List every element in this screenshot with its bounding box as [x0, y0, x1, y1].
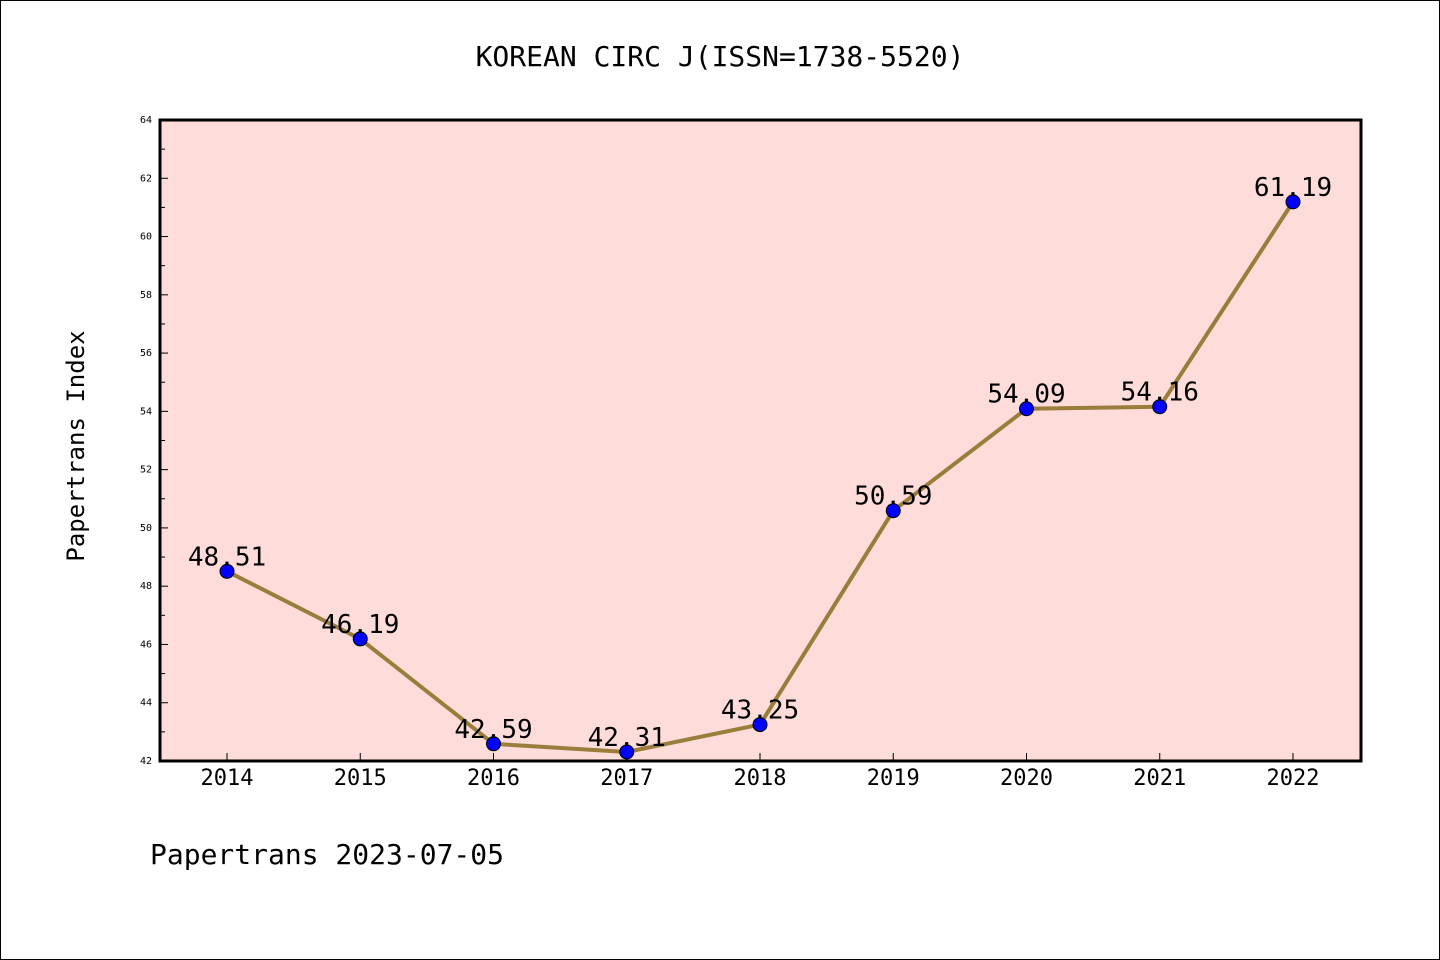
- data-label: 48.51: [188, 542, 266, 572]
- data-label: 61.19: [1254, 173, 1332, 203]
- y-tick-label: 46: [140, 639, 152, 650]
- chart-title: KOREAN CIRC J(ISSN=1738-5520): [476, 40, 965, 73]
- data-label: 43.25: [721, 696, 799, 726]
- y-tick-label: 52: [140, 465, 152, 476]
- y-tick-label: 50: [140, 523, 152, 534]
- y-tick-label: 42: [140, 756, 152, 767]
- y-axis-label: Papertrans Index: [62, 330, 90, 561]
- x-tick-label: 2019: [867, 766, 920, 791]
- x-axis-ticks: 2014 2015 2016 2017 2018 2019 2020 2021 2022: [201, 753, 1320, 791]
- data-point: [752, 717, 768, 733]
- x-tick-label: 2016: [467, 766, 520, 791]
- data-label: 50.59: [854, 482, 932, 512]
- x-tick-label: 2014: [201, 766, 254, 791]
- data-label: 46.19: [321, 610, 399, 640]
- x-tick-label: 2021: [1133, 766, 1186, 791]
- data-label: 42.59: [454, 715, 532, 745]
- data-point: [219, 563, 235, 579]
- y-tick-label: 56: [140, 348, 152, 359]
- plot-area: [158, 118, 1363, 763]
- data-point: [1019, 401, 1034, 417]
- x-tick-label: 2020: [1000, 766, 1053, 791]
- data-label: 54.09: [987, 380, 1065, 410]
- y-tick-label: 48: [140, 581, 152, 592]
- y-tick-label: 62: [140, 173, 152, 184]
- y-tick-label: 60: [140, 232, 152, 243]
- data-label: 54.16: [1121, 378, 1199, 408]
- data-point: [486, 736, 501, 752]
- data-point: [619, 744, 635, 760]
- data-point: [1152, 399, 1168, 415]
- data-point: [1285, 194, 1301, 210]
- y-tick-label: 44: [140, 698, 152, 709]
- y-tick-label: 54: [140, 406, 152, 417]
- data-series: 48.51 46.19 42.59 42.31 43.25 50.59 54.09 54.16…: [188, 173, 1332, 760]
- x-tick-label: 2018: [734, 766, 787, 791]
- x-tick-label: 2015: [334, 766, 387, 791]
- y-tick-label: 64: [140, 115, 152, 126]
- x-tick-label: 2017: [600, 766, 653, 791]
- data-point: [885, 503, 901, 519]
- data-point: [352, 631, 368, 647]
- y-axis-ticks: 42 44 46 48 50 52 54 56 58 60 62 64: [140, 115, 168, 767]
- y-tick-label: 58: [140, 290, 152, 301]
- footer-credit: Papertrans 2023-07-05: [150, 838, 504, 871]
- x-tick-label: 2022: [1267, 766, 1320, 791]
- data-label: 42.31: [588, 723, 666, 753]
